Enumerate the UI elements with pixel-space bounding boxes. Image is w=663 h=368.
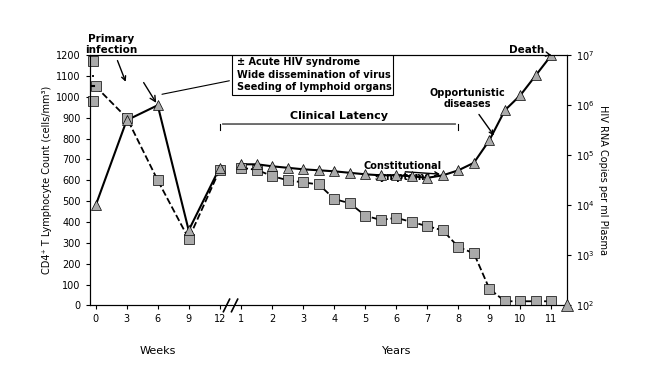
Text: ± Acute HIV syndrome: ± Acute HIV syndrome xyxy=(237,57,360,67)
Text: Death: Death xyxy=(509,45,550,56)
Y-axis label: CD4⁺ T Lymphocyte Count (cells/mm³): CD4⁺ T Lymphocyte Count (cells/mm³) xyxy=(42,86,52,275)
Text: Seeding of lymphoid organs: Seeding of lymphoid organs xyxy=(237,82,391,92)
Text: Clinical Latency: Clinical Latency xyxy=(290,111,388,121)
Text: Years: Years xyxy=(382,346,411,356)
Text: Primary
infection: Primary infection xyxy=(85,33,137,80)
Y-axis label: HIV RNA Copies per ml Plasma: HIV RNA Copies per ml Plasma xyxy=(598,105,608,255)
Text: Weeks: Weeks xyxy=(139,346,176,356)
FancyBboxPatch shape xyxy=(232,55,393,95)
Text: Wide dissemination of virus: Wide dissemination of virus xyxy=(237,70,391,80)
Text: Constitutional
symptoms: Constitutional symptoms xyxy=(363,161,442,183)
Text: Opportunistic
diseases: Opportunistic diseases xyxy=(430,88,506,134)
